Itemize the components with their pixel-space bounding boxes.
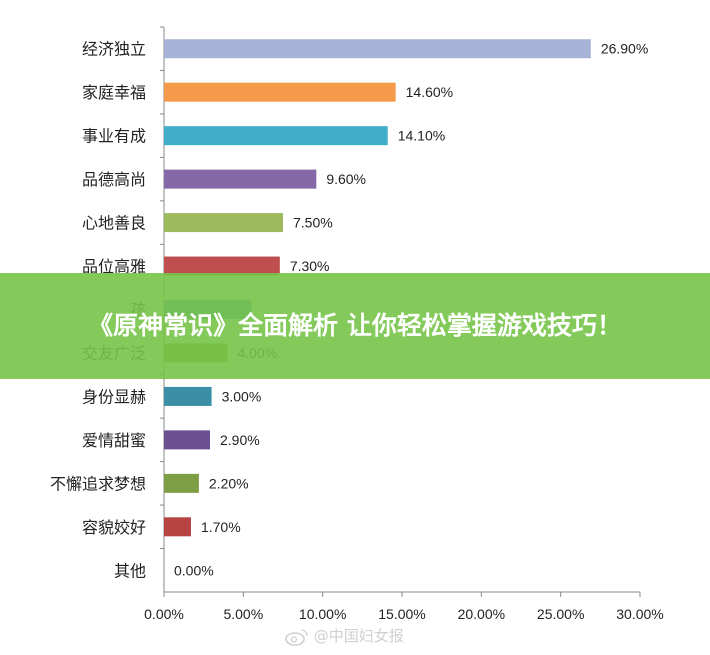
value-label: 1.70%: [201, 519, 241, 535]
x-tick-label: 15.00%: [378, 606, 425, 622]
bar: [164, 473, 199, 493]
value-label: 0.00%: [174, 562, 214, 578]
banner-title: 《原神常识》全面解析 让你轻松掌握游戏技巧！: [88, 311, 622, 340]
x-tick-labels: 0.00% 5.00% 10.00% 15.00% 20.00% 25.00% 30.00%: [144, 592, 664, 622]
value-label: 2.20%: [209, 475, 249, 491]
watermark-text: @中国妇女报: [313, 627, 404, 645]
value-label: 3.00%: [222, 388, 262, 404]
watermark: @中国妇女报: [285, 625, 404, 646]
value-label: 7.30%: [290, 258, 330, 274]
x-tick-label: 0.00%: [144, 606, 184, 622]
bar: [164, 430, 211, 450]
bar: [164, 82, 396, 102]
category-label: 爱情甜蜜: [82, 431, 146, 450]
bar: [164, 256, 280, 276]
bar: [164, 517, 191, 537]
value-label: 14.10%: [398, 128, 445, 144]
x-tick-label: 10.00%: [299, 606, 346, 622]
value-label: 2.90%: [220, 432, 260, 448]
x-tick-label: 20.00%: [458, 606, 505, 622]
bar: [164, 39, 591, 59]
value-label: 9.60%: [326, 171, 366, 187]
category-label: 身份显赫: [82, 387, 146, 406]
value-label: 26.90%: [601, 41, 648, 57]
category-label: 品德高尚: [82, 170, 146, 189]
category-label: 品位高雅: [82, 257, 146, 276]
category-label: 容貌姣好: [82, 518, 146, 537]
weibo-icon: [285, 628, 308, 646]
x-tick-label: 25.00%: [537, 606, 584, 622]
bar: [164, 386, 212, 406]
category-label: 心地善良: [82, 214, 146, 233]
category-label: 经济独立: [82, 40, 146, 59]
bars-group: [160, 26, 591, 550]
category-label: 其他: [114, 561, 146, 580]
title-banner: 《原神常识》全面解析 让你轻松掌握游戏技巧！: [0, 273, 710, 379]
category-label: 家庭幸福: [82, 83, 146, 102]
bar: [164, 213, 283, 233]
bar: [164, 169, 317, 189]
bar: [164, 126, 388, 146]
value-label: 7.50%: [293, 215, 333, 231]
category-label: 事业有成: [82, 127, 146, 146]
value-label: 14.60%: [406, 84, 453, 100]
x-tick-label: 5.00%: [223, 606, 263, 622]
category-label: 不懈追求梦想: [50, 474, 146, 493]
x-tick-label: 30.00%: [616, 606, 663, 622]
